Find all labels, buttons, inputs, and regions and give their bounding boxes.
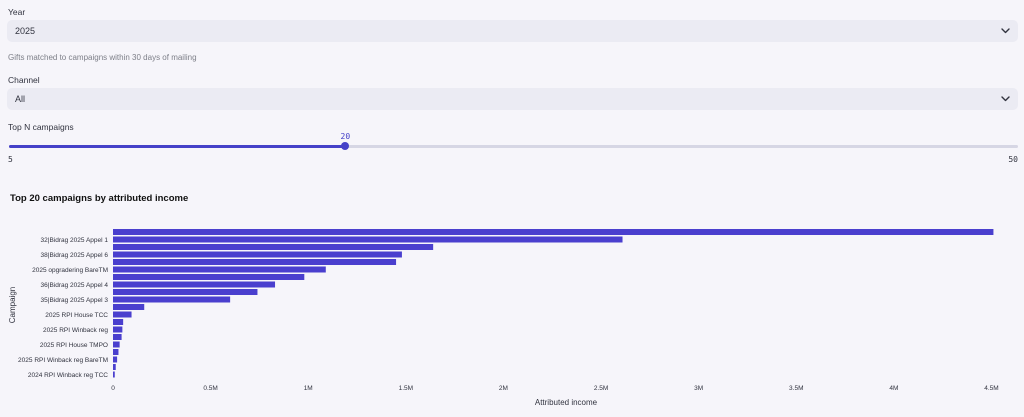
bar-17 bbox=[113, 356, 118, 363]
bar-12 bbox=[113, 319, 124, 325]
x-tick-label-0: 0 bbox=[111, 385, 115, 392]
top-n-slider-min: 5 bbox=[8, 155, 13, 164]
y-tick-label-3: 38|Bidrag 2025 Appel 6 bbox=[41, 252, 109, 259]
bar-5 bbox=[113, 266, 326, 273]
y-tick-label-1: 32|Bidrag 2025 Appel 1 bbox=[41, 237, 109, 244]
channel-label: Channel bbox=[8, 75, 40, 85]
top-n-slider-thumb[interactable] bbox=[341, 142, 350, 150]
bar-9 bbox=[113, 296, 231, 303]
bar-7 bbox=[113, 281, 276, 288]
x-tick-label-7: 3.5M bbox=[789, 385, 803, 392]
x-tick-label-3: 1.5M bbox=[399, 385, 413, 392]
bar-15 bbox=[113, 341, 120, 348]
bar-13 bbox=[113, 326, 123, 333]
income-bar-chart: 32|Bidrag 2025 Appel 1 38|Bidrag 2025 App… bbox=[8, 229, 999, 407]
x-tick-label-5: 2.5M bbox=[594, 385, 608, 392]
bar-10 bbox=[113, 304, 145, 310]
y-tick-label-13: 2025 RPI Winback reg bbox=[43, 327, 108, 334]
chevron-down-icon bbox=[1000, 26, 1010, 36]
bar-16 bbox=[113, 349, 119, 355]
x-tick-label-9: 4.5M bbox=[984, 385, 998, 392]
y-tick-label-15: 2025 RPI House TMPO bbox=[40, 342, 108, 349]
top-n-label: Top N campaigns bbox=[8, 122, 74, 132]
x-tick-label-2: 1M bbox=[304, 385, 313, 392]
x-axis-label: Attributed income bbox=[535, 398, 598, 407]
x-tick-label-1: 0.5M bbox=[203, 385, 217, 392]
y-tick-label-5: 2025 opgradering BareTM bbox=[32, 267, 108, 274]
x-tick-label-6: 3M bbox=[694, 385, 703, 392]
top-n-slider-fill bbox=[9, 145, 346, 148]
chart-title: Top 20 campaigns by attributed income bbox=[10, 193, 189, 204]
channel-select-value: All bbox=[15, 94, 26, 104]
bar-1 bbox=[113, 236, 623, 243]
bar-19 bbox=[113, 371, 115, 378]
y-tick-label-11: 2025 RPI House TCC bbox=[45, 312, 108, 319]
y-tick-label-19: 2024 RPI Winback reg TCC bbox=[28, 372, 108, 379]
year-select[interactable]: 2025 bbox=[7, 20, 1018, 42]
year-label: Year bbox=[8, 7, 26, 17]
channel-select[interactable]: All bbox=[7, 88, 1018, 110]
y-tick-label-17: 2025 RPI Winback reg BareTM bbox=[18, 357, 108, 364]
top-n-slider[interactable] bbox=[9, 142, 1018, 150]
bar-18 bbox=[113, 364, 116, 370]
chevron-down-icon bbox=[1000, 94, 1010, 104]
bar-6 bbox=[113, 274, 305, 280]
x-tick-label-4: 2M bbox=[499, 385, 508, 392]
y-tick-label-7: 36|Bidrag 2025 Appel 4 bbox=[41, 282, 109, 289]
bar-4 bbox=[113, 259, 397, 265]
y-tick-label-9: 35|Bidrag 2025 Appel 3 bbox=[41, 297, 109, 304]
matching-caption: Gifts matched to campaigns within 30 day… bbox=[8, 53, 197, 62]
top-n-slider-max: 50 bbox=[1008, 155, 1018, 164]
bar-14 bbox=[113, 334, 122, 340]
top-n-slider-value: 20 bbox=[340, 132, 351, 141]
bar-2 bbox=[113, 244, 434, 250]
bar-0 bbox=[113, 229, 994, 235]
bar-8 bbox=[113, 289, 258, 295]
bar-3 bbox=[113, 251, 402, 258]
year-select-value: 2025 bbox=[15, 26, 36, 36]
bar-11 bbox=[113, 311, 132, 318]
x-tick-label-8: 4M bbox=[889, 385, 898, 392]
y-axis-label: Campaign bbox=[8, 287, 17, 323]
